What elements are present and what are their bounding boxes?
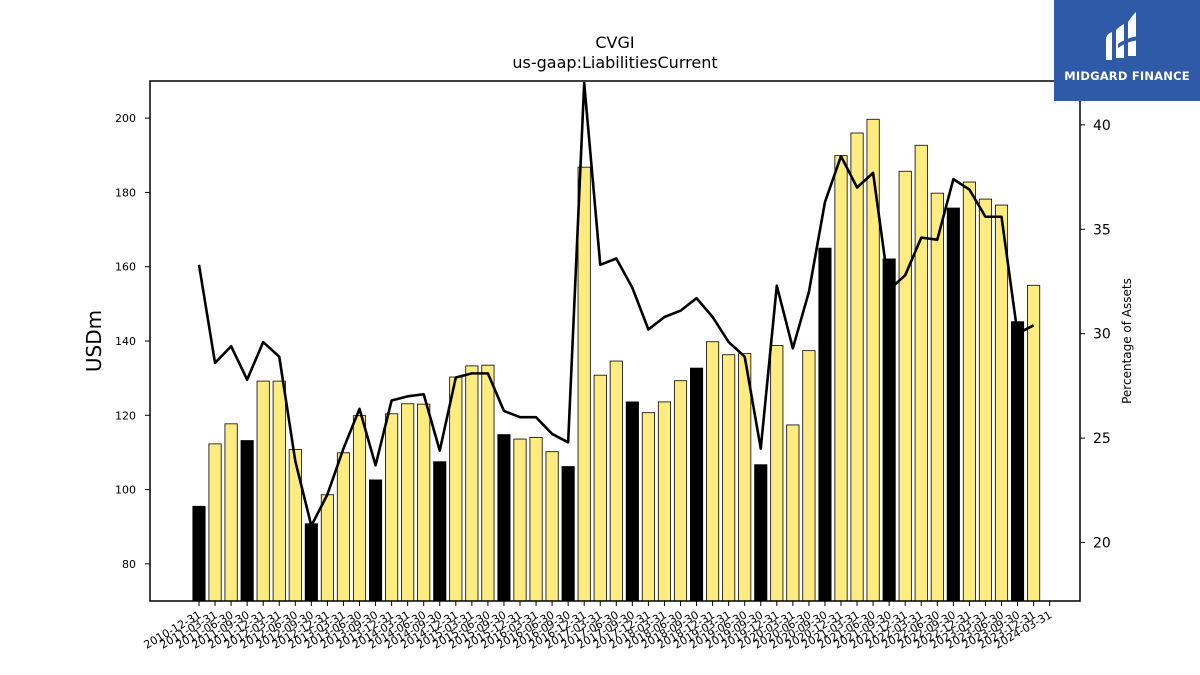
bar-2012-06-30 xyxy=(288,449,302,602)
logo-text: MIDGARD FINANCE xyxy=(1064,69,1190,83)
bar-2017-03-31 xyxy=(593,374,607,602)
line-layer xyxy=(197,81,1035,528)
midgard-logo: MIDGARD FINANCE xyxy=(1054,0,1200,101)
bar-2014-12-31 xyxy=(449,376,463,602)
midgard-logo-icon xyxy=(1106,12,1138,60)
bar-2020-09-30 xyxy=(818,247,832,602)
y2-tick-label: 20 xyxy=(1093,536,1111,552)
bar-2019-12-31 xyxy=(770,345,784,602)
bar-2017-06-30 xyxy=(609,360,623,602)
bar-2017-12-31 xyxy=(641,412,655,602)
bar-2020-12-31 xyxy=(834,155,848,602)
bar-2019-06-30 xyxy=(738,353,752,602)
bar-2021-09-30 xyxy=(882,258,896,602)
bar-layer xyxy=(192,118,1041,602)
y-tick-label: 200 xyxy=(115,112,136,125)
y2-axis-label: Percentage of Assets xyxy=(1120,278,1134,404)
bar-2016-06-30 xyxy=(545,451,559,602)
bar-2016-03-31 xyxy=(529,437,543,602)
bar-2021-12-31 xyxy=(898,170,912,602)
bar-2018-12-31 xyxy=(706,341,720,602)
bar-2015-06-30 xyxy=(481,364,495,602)
bar-2010-12-31 xyxy=(192,505,206,602)
y-tick-label: 100 xyxy=(115,484,136,497)
bar-2013-12-31 xyxy=(385,413,399,602)
bar-2020-06-30 xyxy=(802,350,816,602)
bar-2011-06-30 xyxy=(224,423,238,602)
bar-2019-03-31 xyxy=(722,354,736,602)
x-axis: 2010-12-312011-03-312011-06-302011-09-30… xyxy=(142,601,1054,652)
bar-2023-06-30 xyxy=(994,204,1009,602)
y2-tick-label: 30 xyxy=(1093,327,1111,343)
y2-tick-label: 35 xyxy=(1093,222,1111,238)
bar-2012-09-30 xyxy=(304,523,318,602)
bar-2018-03-31 xyxy=(657,401,671,602)
bar-2021-06-30 xyxy=(866,118,880,602)
bar-2011-09-30 xyxy=(240,440,254,602)
bar-2016-09-30 xyxy=(561,466,575,602)
bar-2013-09-30 xyxy=(368,479,383,602)
bar-2022-12-31 xyxy=(962,181,976,602)
bar-2014-06-30 xyxy=(417,403,431,602)
left-axis: 80 100 120 140 160 180 200 xyxy=(115,112,150,571)
bar-2021-03-31 xyxy=(850,132,864,602)
bar-2022-06-30 xyxy=(930,192,944,602)
bar-2022-03-31 xyxy=(914,144,928,602)
chart-title: CVGI xyxy=(595,33,634,52)
y2-tick-label: 25 xyxy=(1093,431,1111,447)
y-tick-label: 140 xyxy=(115,335,136,348)
bar-2014-03-31 xyxy=(401,403,415,602)
bar-2017-09-30 xyxy=(625,401,639,602)
bar-2018-09-30 xyxy=(690,367,704,602)
bar-2012-12-31 xyxy=(320,494,334,602)
bar-2019-09-30 xyxy=(754,464,768,602)
bar-2016-12-31 xyxy=(577,166,591,602)
y-tick-label: 80 xyxy=(122,558,136,571)
bar-2023-12-31 xyxy=(1027,284,1041,602)
y-axis-label: USDm xyxy=(82,310,106,372)
bar-2014-09-30 xyxy=(433,461,447,602)
bar-2022-09-30 xyxy=(946,207,960,602)
series-line-percentage xyxy=(197,81,1035,528)
bar-2020-03-31 xyxy=(786,424,800,602)
bar-2023-03-31 xyxy=(978,198,992,602)
y-tick-label: 120 xyxy=(115,409,136,422)
bar-2012-03-31 xyxy=(272,380,286,602)
bar-2015-03-31 xyxy=(465,365,479,602)
bar-2011-03-31 xyxy=(208,443,222,602)
bar-2013-03-31 xyxy=(336,452,350,602)
y-tick-label: 180 xyxy=(115,186,136,199)
bar-2011-12-31 xyxy=(256,380,270,602)
y2-tick-label: 40 xyxy=(1093,118,1111,134)
y-tick-label: 160 xyxy=(115,261,136,274)
bar-2023-09-30 xyxy=(1011,321,1025,602)
bar-2013-06-30 xyxy=(352,415,367,602)
chart-subtitle: us-gaap:LiabilitiesCurrent xyxy=(512,53,717,72)
bar-2015-12-31 xyxy=(513,438,527,602)
right-axis: 20 25 30 35 40 xyxy=(1080,118,1111,552)
bar-2018-06-30 xyxy=(673,380,688,602)
bar-2015-09-30 xyxy=(497,434,511,602)
